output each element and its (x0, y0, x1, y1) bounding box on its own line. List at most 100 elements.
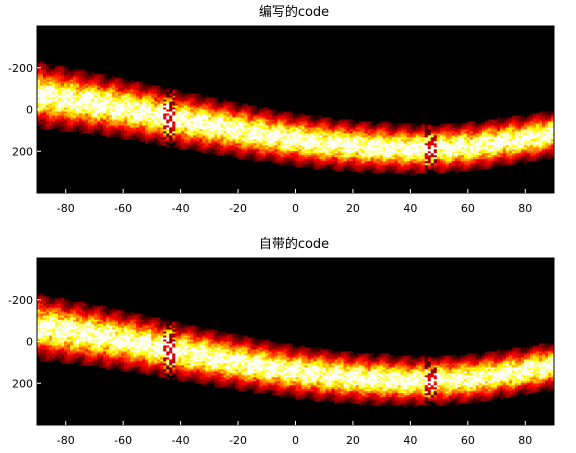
heatmap-cell (67, 73, 71, 77)
heatmap-cell (73, 109, 77, 112)
heatmap-cell (190, 115, 194, 118)
heatmap-cell (142, 83, 146, 86)
heatmap-cell (352, 145, 356, 148)
heatmap-cell (295, 147, 299, 150)
heatmap-cell (364, 149, 368, 152)
heatmap-cell (175, 115, 179, 118)
heatmap-cell (82, 97, 86, 100)
heatmap-cell (46, 83, 50, 86)
heatmap-cell (163, 125, 167, 128)
heatmap-cell (364, 147, 368, 150)
heatmap-cell (424, 149, 429, 152)
heatmap-cell (298, 129, 302, 132)
heatmap-cell (184, 129, 188, 132)
heatmap-cell (301, 127, 305, 130)
heatmap-cell (526, 157, 531, 160)
heatmap-cell (343, 141, 347, 144)
heatmap-cell (301, 143, 305, 146)
heatmap-cell (307, 145, 311, 148)
heatmap-cell (250, 117, 254, 120)
heatmap-cell (295, 117, 299, 120)
heatmap-cell (160, 119, 164, 122)
heatmap-cell (316, 145, 320, 148)
heatmap-cell (490, 133, 495, 136)
heatmap-cell (334, 129, 338, 132)
heatmap-cell (238, 141, 242, 144)
heatmap-cell (49, 313, 53, 317)
heatmap-cell (508, 141, 513, 144)
heatmap-cell (250, 111, 254, 114)
heatmap-cell (127, 95, 131, 98)
heatmap-cell (106, 111, 110, 114)
heatmap-cell (241, 115, 245, 118)
heatmap-cell (277, 125, 281, 128)
heatmap-cell (160, 87, 164, 90)
heatmap-cell (58, 355, 62, 358)
heatmap-cell (193, 123, 197, 126)
heatmap-cell (61, 111, 65, 114)
heatmap-cell (43, 93, 47, 96)
heatmap-cell (370, 139, 375, 142)
heatmap-cell (88, 71, 92, 75)
heatmap-cell (346, 161, 350, 164)
heatmap-cell (304, 137, 308, 140)
heatmap-cell (121, 107, 125, 110)
heatmap-cell (100, 109, 104, 112)
heatmap-cell (289, 153, 293, 156)
heatmap-cell (94, 111, 98, 114)
heatmap-cell (214, 133, 218, 136)
heatmap-cell (334, 163, 338, 166)
heatmap-cell (523, 143, 528, 146)
heatmap-cell (223, 149, 227, 152)
heatmap-cell (508, 163, 513, 166)
heatmap-cell (109, 117, 113, 120)
heatmap-cell (337, 145, 341, 148)
heatmap-cell (46, 81, 50, 85)
heatmap-cell (361, 171, 365, 174)
heatmap-cell (550, 123, 555, 126)
heatmap-cell (283, 131, 287, 134)
heatmap-cell (283, 149, 287, 152)
heatmap-cell (106, 79, 110, 83)
heatmap-cell (379, 151, 384, 154)
heatmap-cell (55, 97, 59, 100)
heatmap-cell (37, 351, 41, 354)
heatmap-cell (61, 343, 65, 346)
heatmap-cell (88, 81, 92, 85)
heatmap-cell (109, 101, 113, 104)
heatmap-cell (154, 117, 158, 120)
heatmap-cell (481, 139, 486, 142)
heatmap-cell (37, 109, 41, 112)
heatmap-cell (154, 87, 158, 90)
heatmap-cell (58, 75, 62, 79)
heatmap-cell (430, 141, 435, 144)
heatmap-cell (193, 119, 197, 122)
heatmap-cell (301, 163, 305, 166)
heatmap-cell (298, 135, 302, 138)
heatmap-cell (148, 137, 152, 140)
heatmap-cell (40, 341, 44, 344)
heatmap-cell (415, 145, 420, 148)
heatmap-cell (532, 137, 537, 140)
heatmap-cell (301, 137, 305, 140)
heatmap-cell (139, 115, 143, 118)
heatmap-cell (283, 141, 287, 144)
heatmap-cell (196, 141, 200, 144)
heatmap-cell (250, 127, 254, 130)
heatmap-cell (202, 119, 206, 122)
heatmap-cell (52, 325, 56, 328)
heatmap-cell (484, 123, 489, 126)
heatmap-cell (43, 105, 47, 108)
heatmap-cell (184, 93, 188, 96)
heatmap-cell (373, 167, 378, 170)
heatmap-cell (94, 73, 98, 77)
heatmap-cell (205, 149, 209, 152)
heatmap-cell (475, 153, 480, 156)
heatmap-cell (52, 335, 56, 338)
heatmap-cell (274, 129, 278, 132)
heatmap-cell (388, 131, 393, 134)
heatmap-cell (208, 127, 212, 130)
heatmap-cell (124, 101, 128, 104)
heatmap-cell (502, 153, 507, 156)
heatmap-cell (508, 155, 513, 158)
